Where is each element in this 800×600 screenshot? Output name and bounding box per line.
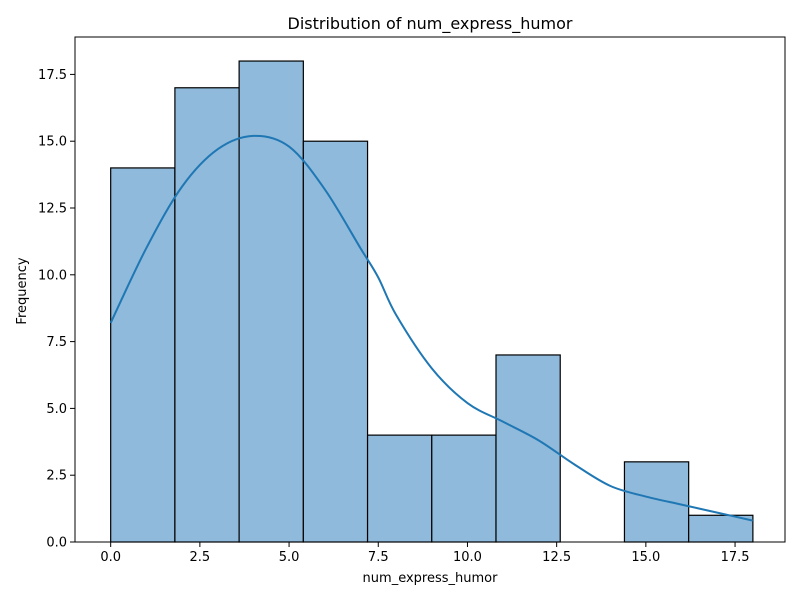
x-tick-label: 2.5 — [190, 550, 211, 565]
y-tick-label: 15.0 — [38, 135, 67, 150]
histogram-bar — [238, 60, 304, 543]
plot-frame — [74, 36, 786, 543]
x-tick-label: 15.0 — [631, 550, 660, 565]
x-tick-label: 17.5 — [721, 550, 750, 565]
kde-layer — [109, 134, 754, 522]
y-tick-label: 10.0 — [38, 268, 67, 283]
bars-layer — [110, 60, 754, 543]
y-tick-label: 17.5 — [38, 68, 67, 83]
histogram-bar — [688, 514, 754, 543]
y-tick-label: 12.5 — [38, 202, 67, 217]
y-tick-label: 5.0 — [46, 402, 67, 417]
axes-layer: 0.0 2.5 5.0 7.5 10.0 12.5 15.0 17.5 0.0 2.5 5.0 7.5… — [38, 36, 786, 565]
histogram-bar — [302, 140, 369, 543]
x-tick-label: 12.5 — [542, 550, 571, 565]
histogram-bar — [174, 87, 240, 543]
y-tick-label: 0.0 — [46, 536, 67, 551]
histogram-bar — [366, 434, 433, 543]
y-tick-label: 7.5 — [46, 335, 67, 350]
kde-line — [109, 134, 754, 522]
y-axis-label: Frequency — [15, 257, 30, 324]
histogram-bar — [623, 461, 690, 543]
x-tick-label: 5.0 — [279, 550, 300, 565]
chart-title: Distribution of num_express_humor — [288, 14, 573, 34]
x-axis-label: num_express_humor — [363, 571, 499, 586]
y-tick-label: 2.5 — [46, 469, 67, 484]
histogram-bar — [110, 167, 176, 543]
x-tick-label: 0.0 — [100, 550, 121, 565]
x-tick-label: 7.5 — [368, 550, 389, 565]
x-tick-label: 10.0 — [453, 550, 482, 565]
histogram-bar — [431, 434, 497, 543]
